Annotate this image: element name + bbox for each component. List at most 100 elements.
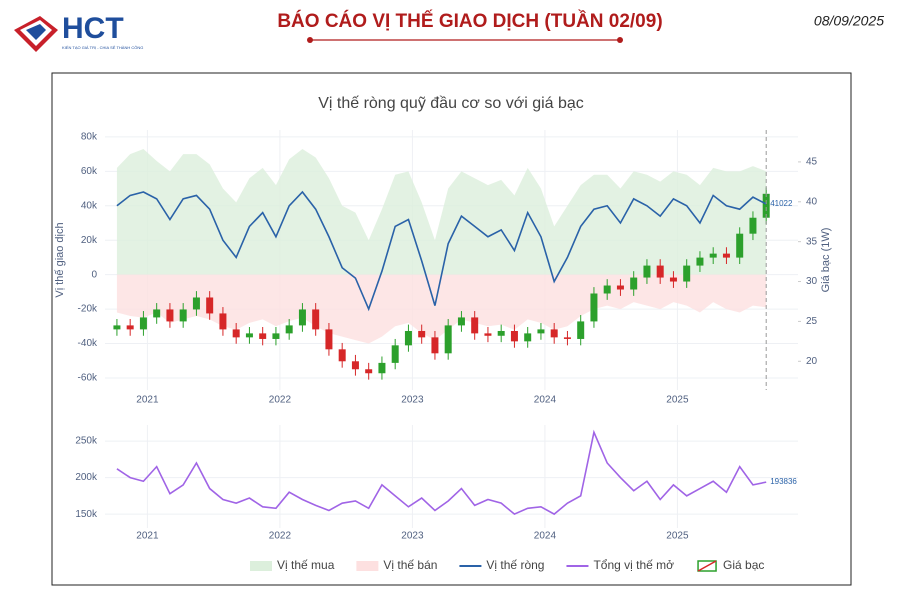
logo-slogan: KIẾN TẠO GIÁ TRỊ - CHIA SẺ THÀNH CÔNG xyxy=(62,45,143,50)
candle-body xyxy=(153,309,161,318)
logo-mark-core xyxy=(26,24,46,40)
candle-body xyxy=(245,333,253,338)
candle-body xyxy=(338,349,346,362)
candle-body xyxy=(630,277,638,290)
candle-body xyxy=(219,313,227,330)
candle-body xyxy=(643,265,651,278)
candle-body xyxy=(285,325,293,334)
x-tick-label: 2025 xyxy=(666,395,689,406)
legend-label: Vị thế mua xyxy=(277,558,335,572)
candle-body xyxy=(524,333,532,342)
candle-body xyxy=(378,362,386,374)
last-value-label: 41022 xyxy=(770,199,793,208)
candle-body xyxy=(126,325,134,330)
y2-axis-title: Giá bạc (1W) xyxy=(820,228,832,293)
legend-swatch xyxy=(356,561,379,571)
y-tick-label: 80k xyxy=(81,132,98,143)
report-title: BÁO CÁO VỊ THẾ GIAO DỊCH (TUẦN 02/09) xyxy=(277,10,662,32)
rule-dot xyxy=(617,37,623,43)
candle-body xyxy=(206,297,214,314)
candle-body xyxy=(696,257,704,266)
candle-body xyxy=(232,329,240,338)
legend-label: Vị thế ròng xyxy=(486,558,544,572)
legend-swatch xyxy=(697,560,717,572)
y2-tick-label: 40 xyxy=(806,196,818,207)
rule-dot xyxy=(307,37,313,43)
candle-body xyxy=(709,253,717,258)
legend-label: Giá bạc xyxy=(723,558,764,572)
legend-swatch xyxy=(250,561,272,571)
candle-body xyxy=(590,293,598,322)
candle-body xyxy=(683,265,691,282)
x-tick-label: 2024 xyxy=(534,395,557,406)
candle-body xyxy=(762,193,770,218)
last-value-label: 193836 xyxy=(770,477,797,486)
logo-text: HCT xyxy=(62,12,124,45)
candle-body xyxy=(736,233,744,258)
x-tick-label: 2023 xyxy=(401,531,424,542)
candle-body xyxy=(616,285,624,290)
candle-body xyxy=(669,277,677,282)
candle-body xyxy=(510,330,518,342)
y-tick-label: -20k xyxy=(78,304,98,315)
candle-body xyxy=(550,329,558,338)
candle-body xyxy=(192,297,200,310)
x-tick-label: 2021 xyxy=(136,395,159,406)
y2-tick-label: 35 xyxy=(806,236,818,247)
candle-body xyxy=(113,325,121,330)
y2-tick-label: 45 xyxy=(806,157,818,168)
candle-body xyxy=(391,345,399,363)
candle-body xyxy=(484,333,492,336)
x-tick-label: 2025 xyxy=(666,531,689,542)
x-tick-label: 2024 xyxy=(534,531,557,542)
candle-body xyxy=(431,337,439,354)
candle-body xyxy=(603,285,611,294)
y-tick-label: 200k xyxy=(75,472,98,483)
x-tick-label: 2021 xyxy=(136,531,159,542)
candle-body xyxy=(365,369,373,374)
series-area xyxy=(116,148,767,275)
candle-body xyxy=(272,333,280,339)
chart-title: Vị thế ròng quỹ đầu cơ so với giá bạc xyxy=(318,95,584,112)
candle-body xyxy=(537,329,545,334)
y-tick-label: -40k xyxy=(78,338,98,349)
y-tick-label: 20k xyxy=(81,235,98,246)
candle-body xyxy=(656,265,664,278)
y-tick-label: 0 xyxy=(91,269,97,280)
candle-body xyxy=(166,309,174,322)
legend-label: Vị thế bán xyxy=(383,558,437,572)
y2-tick-label: 25 xyxy=(806,316,818,327)
y-axis-title: Vị thế giao dịch xyxy=(54,222,66,297)
x-tick-label: 2023 xyxy=(401,395,424,406)
candle-body xyxy=(312,309,320,330)
candle-body xyxy=(404,330,412,346)
candle-body xyxy=(418,330,426,338)
y-tick-label: 60k xyxy=(81,166,98,177)
candle-body xyxy=(722,253,730,258)
y-tick-label: 40k xyxy=(81,200,98,211)
y2-tick-label: 30 xyxy=(806,276,818,287)
x-tick-label: 2022 xyxy=(269,395,292,406)
series-line xyxy=(116,429,767,516)
candle-body xyxy=(749,217,757,234)
candle-body xyxy=(298,309,306,326)
legend-swatch xyxy=(697,560,717,572)
candle-body xyxy=(497,330,505,336)
candle-body xyxy=(325,329,333,350)
y-tick-label: -60k xyxy=(78,373,98,384)
candle-body xyxy=(444,325,452,354)
candle-body xyxy=(457,317,465,326)
y2-tick-label: 20 xyxy=(806,356,818,367)
candle-body xyxy=(563,337,571,339)
y-tick-label: 150k xyxy=(75,509,98,520)
legend-label: Tổng vị thế mở xyxy=(593,558,674,572)
candle-body xyxy=(139,317,147,330)
candle-body xyxy=(471,317,479,334)
y-tick-label: 250k xyxy=(75,436,98,447)
report-date: 08/09/2025 xyxy=(814,13,884,29)
x-tick-label: 2022 xyxy=(269,531,292,542)
candle-body xyxy=(259,333,267,339)
series-line xyxy=(116,190,767,312)
